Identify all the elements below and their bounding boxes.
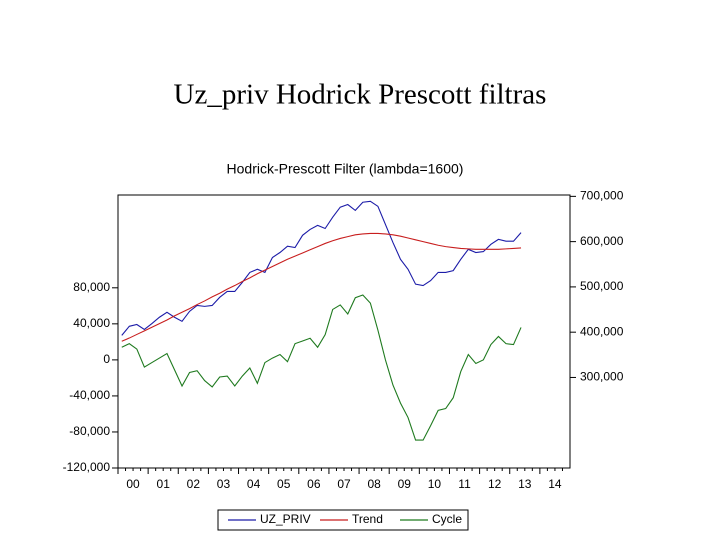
x-tick-label: 12	[488, 477, 502, 491]
y2-tick-label: 500,000	[580, 279, 624, 293]
x-tick-label: 03	[217, 477, 231, 491]
x-tick-label: 02	[187, 477, 201, 491]
y-tick-label: 0	[103, 352, 110, 366]
y2-tick-label: 600,000	[580, 234, 624, 248]
x-tick-label: 01	[157, 477, 171, 491]
series-line	[121, 200, 522, 336]
y-tick-label: -120,000	[63, 460, 111, 474]
y-tick-label: -80,000	[69, 424, 110, 438]
y-tick-label: 40,000	[73, 316, 110, 330]
series-line	[121, 232, 522, 342]
x-tick-label: 13	[518, 477, 532, 491]
legend-label: Cycle	[432, 512, 462, 526]
y2-tick-label: 300,000	[580, 370, 624, 384]
y2-tick-label: 400,000	[580, 324, 624, 338]
x-tick-label: 10	[428, 477, 442, 491]
y-tick-label: 80,000	[73, 280, 110, 294]
x-tick-label: 14	[548, 477, 562, 491]
y-tick-label: -40,000	[69, 388, 110, 402]
x-tick-label: 11	[458, 477, 471, 491]
x-tick-label: 04	[247, 477, 261, 491]
series-line	[121, 294, 522, 441]
x-tick-label: 05	[277, 477, 291, 491]
x-tick-label: 07	[337, 477, 351, 491]
chart-title: Hodrick-Prescott Filter (lambda=1600)	[227, 161, 464, 177]
x-tick-label: 06	[307, 477, 321, 491]
x-tick-label: 00	[126, 477, 140, 491]
legend-label: UZ_PRIV	[260, 512, 311, 526]
y2-tick-label: 700,000	[580, 189, 624, 203]
slide-title: Uz_priv Hodrick Prescott filtras	[174, 79, 547, 111]
x-tick-label: 09	[398, 477, 412, 491]
x-tick-label: 08	[367, 477, 381, 491]
legend-label: Trend	[352, 512, 383, 526]
plot-frame	[117, 194, 571, 469]
